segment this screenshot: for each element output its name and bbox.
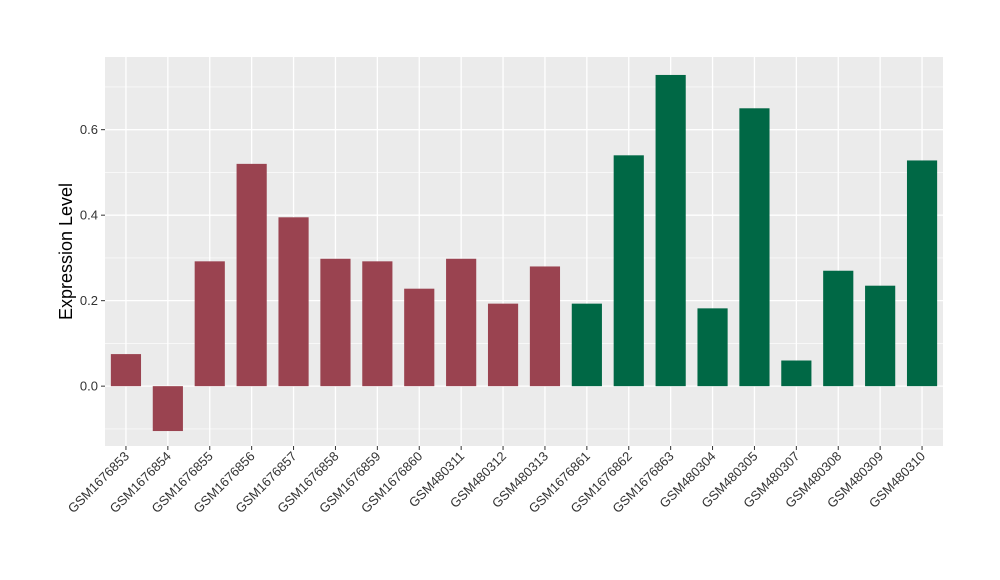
bars	[110, 74, 938, 432]
bar	[320, 258, 351, 387]
bar	[613, 155, 644, 387]
bar	[781, 360, 812, 387]
bar	[446, 258, 477, 387]
bar	[571, 303, 602, 387]
bar	[865, 285, 896, 387]
y-tick-label: 0.4	[80, 208, 98, 223]
bar	[487, 303, 519, 387]
plot-panel	[105, 57, 943, 446]
y-tick-label: 0.6	[80, 122, 98, 137]
y-axis: 0.0 0.2 0.4 0.6	[80, 122, 105, 394]
bar	[194, 261, 225, 387]
bar	[362, 261, 393, 387]
bar	[152, 386, 183, 432]
bar	[404, 288, 435, 387]
bar	[278, 217, 309, 387]
x-axis: GSM1676853GSM1676854GSM1676855GSM1676856…	[65, 446, 928, 516]
bar	[823, 270, 854, 387]
bar	[236, 163, 267, 387]
bar	[697, 308, 728, 387]
bar	[110, 354, 142, 387]
bar	[906, 160, 938, 387]
y-axis-title: Expression Level	[56, 183, 76, 320]
bar	[529, 266, 561, 387]
y-tick-label: 0.2	[80, 293, 98, 308]
bar	[655, 74, 686, 387]
bar	[739, 108, 770, 387]
y-tick-label: 0.0	[80, 379, 98, 394]
